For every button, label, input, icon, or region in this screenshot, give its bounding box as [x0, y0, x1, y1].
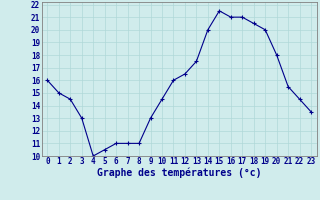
X-axis label: Graphe des températures (°c): Graphe des températures (°c): [97, 168, 261, 178]
